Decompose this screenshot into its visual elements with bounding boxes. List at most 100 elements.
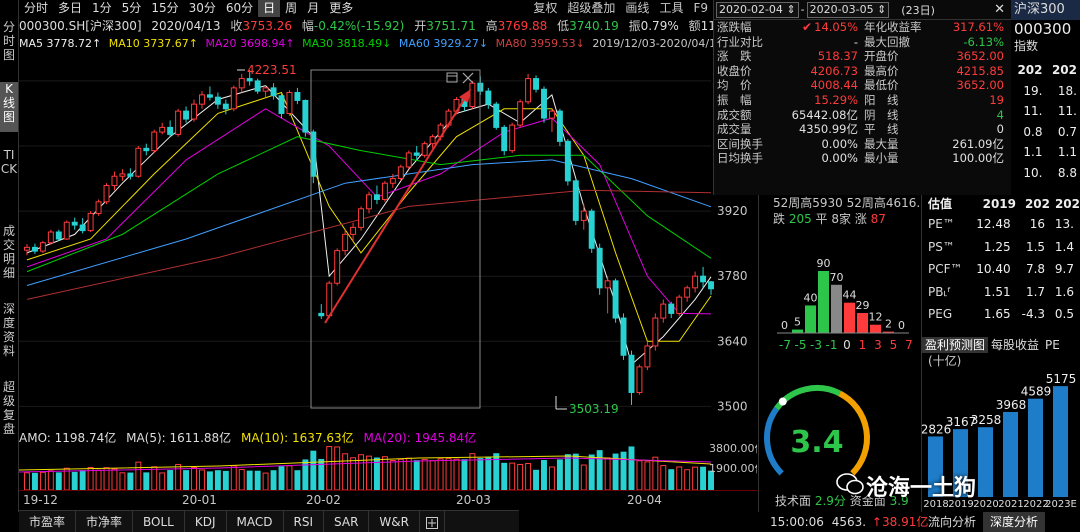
volume-bar xyxy=(294,470,301,490)
interval-stats-panel: 2020-02-04 ⇕ - 2020-03-05 ⇕ (23日) ✕ 涨跌幅 1… xyxy=(713,0,1011,195)
date-to-select[interactable]: 2020-03-05 ⇕ xyxy=(806,1,890,18)
volume-bar xyxy=(588,454,595,490)
tab-forecast-pe[interactable]: PE xyxy=(1045,338,1060,352)
amo-ma5: MA(5): 1611.88亿 xyxy=(126,431,232,445)
period-month[interactable]: 月 xyxy=(307,1,320,15)
valuation-cell: 1.6 xyxy=(1054,284,1074,299)
candle-body xyxy=(159,126,166,133)
tab-pe[interactable]: 市盈率 xyxy=(19,511,77,532)
stats-close-icon[interactable]: ✕ xyxy=(994,2,1005,17)
period-multiday[interactable]: 多日 xyxy=(58,1,83,15)
adjust-button[interactable]: 复权 xyxy=(533,1,558,15)
dist-axis-label: -7 xyxy=(779,338,791,352)
stat-value: 65442.08亿 xyxy=(791,107,858,122)
dist-bar xyxy=(857,313,868,333)
date-from-select[interactable]: 2020-02-04 ⇕ xyxy=(716,1,799,18)
candle-body xyxy=(572,180,579,221)
draw-line-button[interactable]: 画线 xyxy=(625,1,650,15)
nav-tick[interactable]: TICK xyxy=(0,148,18,176)
candle-body xyxy=(342,233,349,252)
period-1min[interactable]: 1分 xyxy=(92,1,112,15)
dist-bar-label: 44 xyxy=(843,289,857,302)
candle-body xyxy=(628,354,635,393)
nav-kline[interactable]: K线图 xyxy=(0,82,18,132)
volume-bar xyxy=(708,470,714,490)
volume-bar xyxy=(318,458,325,490)
period-5min[interactable]: 5分 xyxy=(121,1,142,15)
stat-key: 最低价 xyxy=(864,78,899,93)
candle-body xyxy=(397,166,404,180)
f9-button[interactable]: F9 xyxy=(693,1,708,15)
tab-eps[interactable]: 每股收益 xyxy=(991,338,1040,352)
candle-body xyxy=(525,78,532,103)
tab-kdj[interactable]: KDJ xyxy=(185,511,227,532)
tab-flow-analysis[interactable]: 流向分析 xyxy=(928,515,977,529)
max-price-marker: 4223.51 xyxy=(237,63,297,77)
candle-body xyxy=(596,247,603,289)
candle-body xyxy=(286,92,293,114)
stat-key: 阳 线 xyxy=(864,92,899,107)
tools-button[interactable]: 工具 xyxy=(659,1,684,15)
overlay-button[interactable]: 超级叠加 xyxy=(567,1,616,15)
stat-key: 阴 线 xyxy=(864,107,899,122)
close-icon[interactable] xyxy=(462,72,474,84)
valuation-panel: 估值 2019 202 202 PE™ 12.48 16 13. PS™ 1.25 1.5 1… xyxy=(921,195,1080,337)
add-indicator-button[interactable] xyxy=(420,511,445,532)
tab-boll[interactable]: BOLL xyxy=(133,511,185,532)
volume-bar xyxy=(103,467,110,490)
dist-bar xyxy=(844,302,855,333)
tab-pb[interactable]: 市净率 xyxy=(76,511,134,532)
kline-chart[interactable]: 420040603920378036403500 4223.51 3503.19 xyxy=(19,53,757,425)
summary-cell: 18. xyxy=(1057,83,1077,98)
valuation-label: PEG xyxy=(928,307,953,322)
period-60min[interactable]: 60分 xyxy=(225,1,254,15)
tech-score: 2.9分 xyxy=(814,494,846,508)
stat-value: 4008.44 xyxy=(810,78,858,93)
valuation-label: PE™ xyxy=(928,217,955,232)
vol-ma10-line xyxy=(19,455,712,471)
summary-cell: 0.8 xyxy=(1023,124,1043,139)
stat-value: 14.05% xyxy=(814,20,858,34)
period-week[interactable]: 周 xyxy=(285,1,298,15)
tab-rsi[interactable]: RSI xyxy=(284,511,325,532)
valuation-cell: 1.51 xyxy=(983,284,1011,299)
tab-depth-analysis[interactable]: 深度分析 xyxy=(983,512,1046,532)
volume-bar xyxy=(612,453,619,490)
tab-forecast-chart[interactable]: 盈利预测图 xyxy=(922,337,989,353)
maximize-icon[interactable] xyxy=(446,72,458,83)
candle-body xyxy=(708,281,714,290)
price-tick: 3640 xyxy=(717,334,748,348)
selection-box[interactable] xyxy=(310,69,481,409)
summary-cell: 1.1 xyxy=(1057,145,1077,160)
nav-depth-info[interactable]: 深度资料 xyxy=(2,302,15,358)
period-day[interactable]: 日 xyxy=(258,0,281,17)
tab-macd[interactable]: MACD xyxy=(227,511,284,532)
volume-bar xyxy=(636,460,643,490)
nav-trade-detail[interactable]: 成交明细 xyxy=(2,224,15,280)
volume-bar xyxy=(509,462,516,490)
left-vertical-nav: 分时图 K线图 TICK 成交明细 深度资料 超级复盘 xyxy=(0,0,19,512)
tab-sar[interactable]: SAR xyxy=(324,511,370,532)
tab-wr[interactable]: W&R xyxy=(369,511,420,532)
dist-bar-label: 29 xyxy=(856,299,870,312)
x-label-mar: 20-03 xyxy=(456,493,491,507)
low-label: 低 xyxy=(557,19,570,33)
volume-bar xyxy=(469,453,476,490)
dist-bar-label: 70 xyxy=(830,271,844,284)
stat-key: 振 幅 xyxy=(717,92,752,107)
summary-cell: 11. xyxy=(1023,104,1043,119)
breadth-line: 跌 205 平 8家 涨 87 xyxy=(759,211,921,227)
volume-ma-lines xyxy=(19,455,712,473)
nav-timeshare[interactable]: 分时图 xyxy=(2,20,15,62)
max-price-label: 4223.51 xyxy=(247,63,297,77)
dist-bar xyxy=(805,305,816,333)
period-more[interactable]: 更多 xyxy=(329,1,354,15)
stat-value: 4206.73 xyxy=(810,63,858,78)
dist-bar xyxy=(818,271,829,333)
stat-value: - xyxy=(853,34,858,49)
ma-line-ma10 xyxy=(26,91,712,342)
period-15min[interactable]: 15分 xyxy=(151,1,179,15)
nav-super-replay[interactable]: 超级复盘 xyxy=(2,380,15,436)
period-timeshare[interactable]: 分时 xyxy=(24,1,49,15)
period-30min[interactable]: 30分 xyxy=(188,1,216,15)
